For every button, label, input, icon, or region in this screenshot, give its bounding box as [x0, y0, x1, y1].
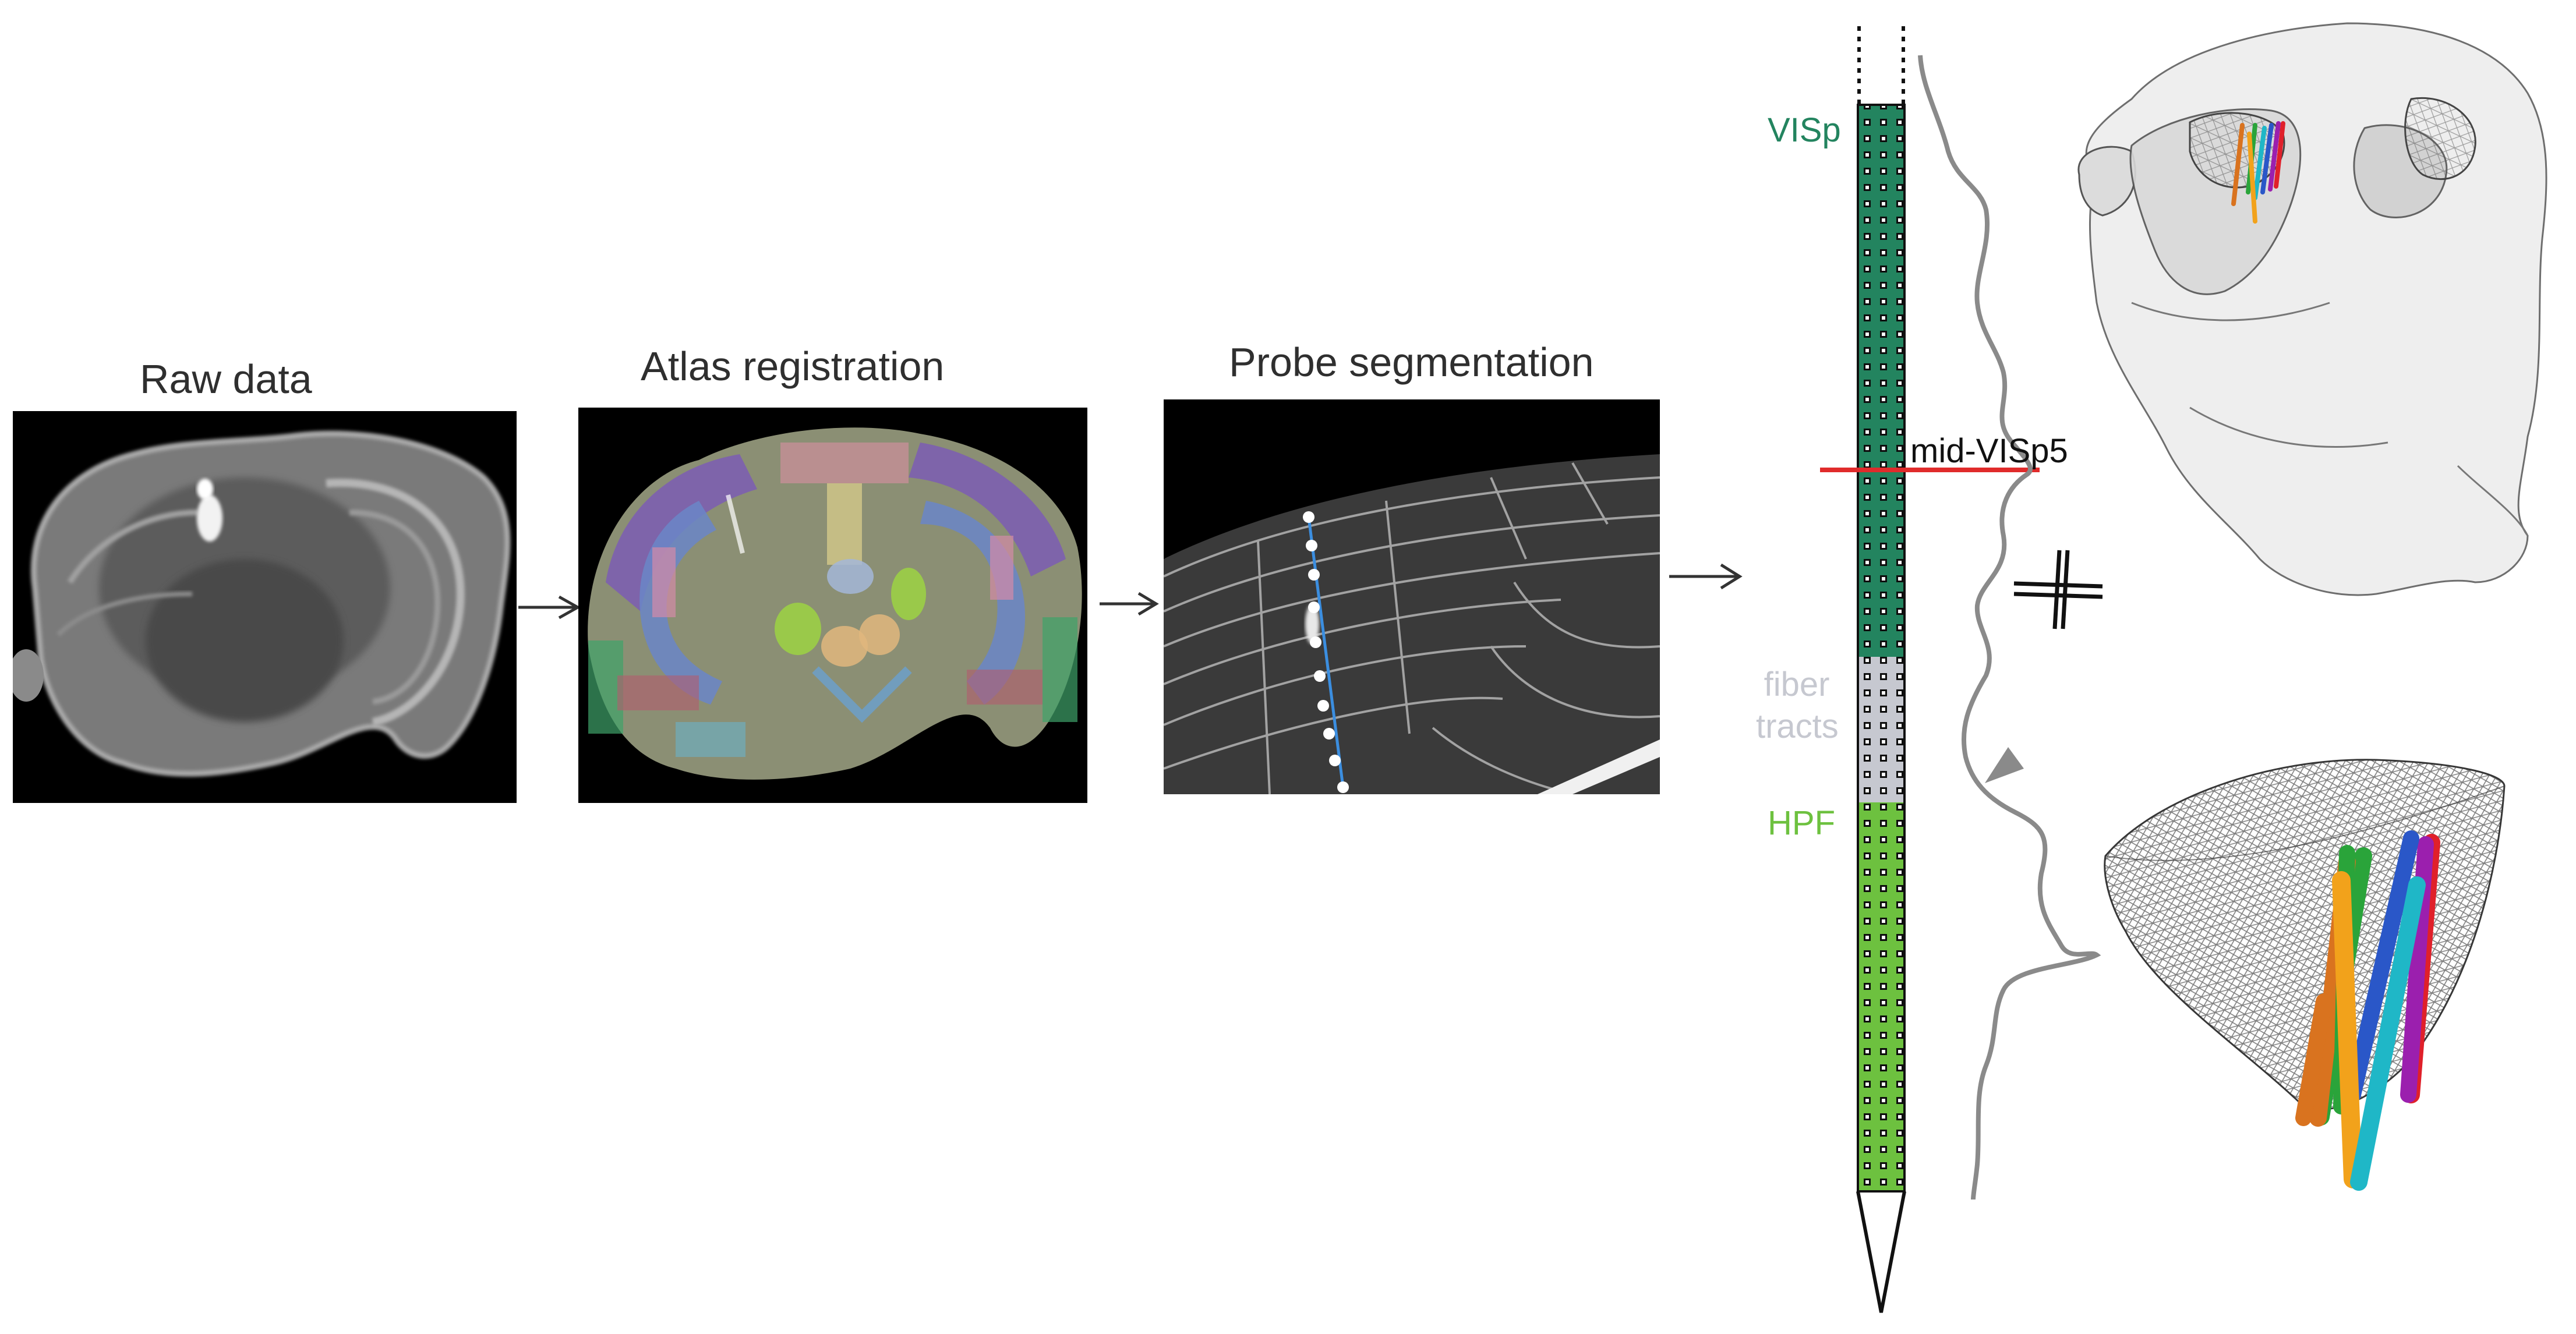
- profile-peak-arrowhead: [1985, 747, 2024, 783]
- segmentation-probe-track: [1303, 511, 1349, 793]
- mid-visp5-label: mid-VISp5: [1910, 432, 2068, 470]
- region-label-hpf: HPF: [1768, 804, 1835, 842]
- brain-probe-tracks-small: [2231, 121, 2285, 224]
- probe-tip: [1856, 1191, 1906, 1313]
- atlas-registration-panel: [578, 408, 1087, 803]
- not-equal-glyph: [2013, 550, 2103, 629]
- brain-3d-render: [2077, 22, 2547, 596]
- probe-shank: [1856, 26, 1906, 1313]
- probe-segment-fiber-tracts: [1858, 657, 1904, 802]
- arrow-segmentation-to-probe: [1669, 563, 1743, 590]
- segmentation-slice: [1164, 454, 1660, 794]
- probe-segmentation-panel: [1164, 399, 1660, 794]
- probe-segment-visp: [1858, 105, 1904, 657]
- region-probe-tracks-large: [2295, 830, 2440, 1191]
- signal-profile-curve: [1918, 55, 2101, 1200]
- region-label-visp: VISp: [1768, 111, 1841, 149]
- raw-brain-slice: [13, 430, 511, 777]
- probe-segmentation-title: Probe segmentation: [1229, 339, 1594, 385]
- raw-data-title: Raw data: [140, 356, 312, 402]
- atlas-registration-title: Atlas registration: [641, 344, 944, 389]
- arrow-atlas-to-segmentation: [1100, 592, 1159, 616]
- region-label-fiber-tracts: fiber tracts: [1756, 666, 1839, 745]
- atlas-overlay-slice: [588, 427, 1082, 780]
- arrow-raw-to-atlas: [518, 595, 581, 620]
- region-wireframe-render: [2104, 759, 2506, 1191]
- probe-segment-hpf: [1858, 802, 1904, 1191]
- raw-data-panel: [13, 411, 517, 803]
